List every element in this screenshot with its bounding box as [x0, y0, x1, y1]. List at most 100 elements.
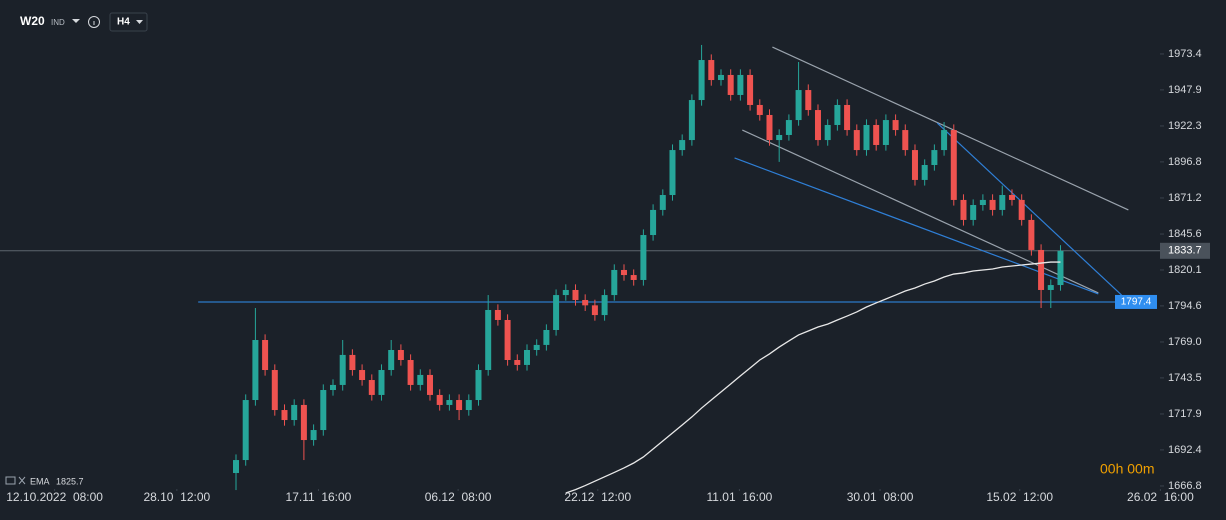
candle-body — [640, 235, 647, 280]
symbol[interactable]: W20 — [20, 14, 45, 28]
candle-body — [504, 319, 511, 361]
candle-body — [921, 164, 928, 180]
trendline — [936, 122, 1122, 296]
candle-body — [300, 404, 307, 441]
candle-body — [970, 205, 977, 220]
y-tick-label: 1692.4 — [1168, 444, 1202, 456]
ema-value: 1825.7 — [56, 476, 84, 486]
candle-body — [708, 60, 715, 81]
candle-body — [553, 295, 560, 330]
candle-body — [1057, 250, 1064, 286]
candle-body — [805, 90, 812, 111]
x-tick-label: 26.02 16:00 — [1127, 490, 1194, 504]
y-tick-label: 1947.9 — [1168, 84, 1202, 96]
candle-body — [572, 289, 579, 300]
ema-line — [565, 261, 1061, 494]
candle-body — [747, 74, 754, 105]
candle-body — [1018, 199, 1025, 220]
candle-body — [989, 199, 996, 210]
timeframe-box[interactable] — [109, 12, 148, 32]
candle-body — [766, 114, 773, 141]
x-tick-label: 06.12 08:00 — [425, 490, 492, 504]
y-tick-label: 1794.6 — [1168, 300, 1202, 312]
candle-body — [902, 130, 909, 151]
indicator-close[interactable] — [18, 476, 26, 485]
candle-body — [242, 400, 249, 461]
candle-body — [737, 74, 744, 95]
timeframe-arrow — [136, 20, 143, 24]
candle-timer: 00h 00m — [1100, 461, 1154, 477]
candle-body — [485, 309, 492, 371]
x-tick-label: 11.01 16:00 — [706, 490, 772, 504]
candle-body — [475, 370, 482, 401]
current-price-box — [1160, 242, 1210, 259]
candle-body — [1028, 219, 1035, 250]
candle-body — [436, 394, 443, 405]
candle-body — [679, 140, 686, 151]
candle-body — [271, 370, 278, 411]
candle-body — [669, 150, 676, 196]
price-level-box — [1115, 294, 1157, 309]
candle-body — [795, 90, 802, 121]
candle-body — [562, 289, 569, 296]
candle-body — [688, 100, 695, 141]
x-tick-label: 15.02 12:00 — [986, 490, 1053, 504]
candle-body — [232, 460, 239, 474]
candle-body — [591, 305, 598, 316]
candle-body — [844, 104, 851, 131]
dropdown-arrow[interactable] — [72, 19, 80, 23]
candle-body — [950, 130, 957, 200]
candle-body — [446, 400, 453, 405]
candle-body — [417, 374, 424, 385]
candle-body — [407, 360, 414, 385]
candle-body — [359, 370, 366, 381]
candle-body — [514, 360, 521, 365]
price-level-label: 1797.4 — [1121, 297, 1152, 308]
candle-body — [543, 329, 550, 345]
x-tick-label: 17.11 16:00 — [286, 490, 352, 504]
y-tick-label: 1845.6 — [1168, 228, 1202, 240]
info-icon[interactable] — [88, 16, 100, 28]
timeframe: H4 — [117, 17, 130, 28]
candle-body — [378, 370, 385, 395]
candle-body — [320, 390, 327, 431]
trendline — [734, 157, 1099, 295]
candle-body — [698, 60, 705, 101]
candle-body — [911, 150, 918, 180]
candle-body — [252, 339, 259, 401]
y-tick-label: 1922.3 — [1168, 120, 1202, 132]
y-tick-label: 1743.5 — [1168, 372, 1202, 384]
candle-body — [863, 124, 870, 151]
indicator-legend: EMA 1825.7 — [5, 476, 84, 486]
candle-body — [329, 384, 336, 391]
candle-body — [620, 269, 627, 276]
candle-body — [533, 344, 540, 351]
candle-body — [727, 74, 734, 95]
y-tick-label: 1820.1 — [1168, 264, 1202, 276]
candle-body — [853, 130, 860, 151]
x-tick-label: 22.12 12:00 — [564, 490, 631, 504]
candle-body — [776, 134, 783, 141]
candle-body — [999, 195, 1006, 210]
candle-body — [1008, 195, 1015, 200]
candle-body — [717, 74, 724, 81]
candle-body — [931, 150, 938, 165]
candle-body — [824, 124, 831, 141]
candle-body — [456, 400, 463, 411]
candle-body — [960, 199, 967, 220]
candle-body — [756, 104, 763, 115]
candle-body — [979, 199, 986, 206]
header: W20 IND H4 — [20, 12, 148, 32]
candle-body — [785, 120, 792, 135]
indicator-icon[interactable] — [5, 476, 16, 485]
candle-body — [659, 195, 666, 210]
candle-body — [601, 295, 608, 316]
candle-body — [426, 374, 433, 395]
plot-area — [0, 44, 1160, 494]
candles — [232, 44, 1064, 491]
y-tick-label: 1717.9 — [1168, 408, 1202, 420]
y-tick-label: 1769.0 — [1168, 336, 1202, 348]
candle-body — [834, 104, 841, 125]
candle-body — [349, 354, 356, 371]
